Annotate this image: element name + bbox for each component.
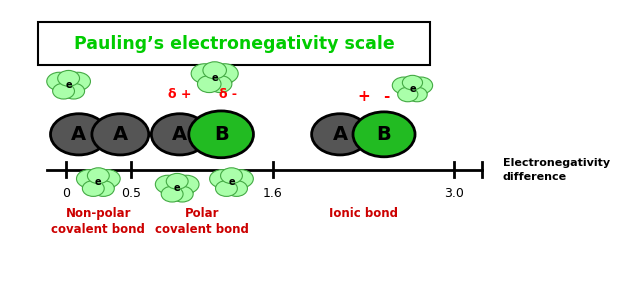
Circle shape [392,77,416,94]
Text: e: e [65,80,72,90]
Circle shape [226,180,248,196]
Circle shape [312,114,368,155]
Circle shape [92,180,114,196]
Text: B: B [214,125,229,144]
Circle shape [398,87,418,102]
Circle shape [82,180,104,196]
Text: Non-polar
covalent bond: Non-polar covalent bond [51,207,145,236]
Circle shape [209,76,232,93]
Circle shape [52,74,85,98]
Circle shape [210,170,235,188]
Circle shape [211,64,238,84]
Circle shape [397,78,428,100]
Text: A: A [112,125,128,144]
Text: 1.6: 1.6 [263,187,283,200]
Text: 3.0: 3.0 [444,187,464,200]
Circle shape [216,180,238,196]
Text: +: + [357,89,370,104]
Circle shape [197,65,233,91]
Circle shape [155,175,181,193]
Text: e: e [211,72,218,83]
Text: δ -: δ - [219,88,236,100]
Circle shape [197,76,221,93]
Circle shape [58,70,80,86]
Text: A: A [332,125,348,144]
Text: e: e [174,183,181,193]
Circle shape [166,173,188,189]
Circle shape [87,168,109,184]
Text: Electronegativity
difference: Electronegativity difference [503,158,610,181]
Circle shape [228,170,253,188]
Circle shape [171,186,193,202]
Text: Ionic bond: Ionic bond [329,207,398,220]
Circle shape [174,175,199,193]
Circle shape [353,112,415,157]
Circle shape [63,83,85,99]
Text: 0: 0 [62,187,70,200]
Circle shape [65,72,90,91]
Circle shape [52,83,75,99]
Text: A: A [172,125,187,144]
Text: B: B [377,125,391,144]
Circle shape [161,176,194,201]
Text: -: - [384,89,390,104]
Circle shape [95,170,120,188]
FancyBboxPatch shape [38,23,430,64]
Circle shape [51,114,107,155]
Circle shape [47,72,72,91]
Circle shape [161,186,183,202]
Text: Pauling’s electronegativity scale: Pauling’s electronegativity scale [74,35,394,52]
Circle shape [92,114,149,155]
Circle shape [410,77,433,94]
Circle shape [221,168,243,184]
Circle shape [76,170,102,188]
Text: Polar
covalent bond: Polar covalent bond [155,207,248,236]
Text: e: e [409,84,416,94]
Circle shape [82,171,115,195]
Text: e: e [228,177,235,188]
Circle shape [151,114,208,155]
Circle shape [215,171,248,195]
Circle shape [191,64,218,84]
Text: e: e [95,177,102,188]
Text: δ +: δ + [168,88,191,100]
Circle shape [407,87,427,102]
Text: 0.5: 0.5 [121,187,141,200]
Circle shape [189,111,253,158]
Text: A: A [71,125,87,144]
Circle shape [203,62,226,79]
Circle shape [403,75,423,90]
